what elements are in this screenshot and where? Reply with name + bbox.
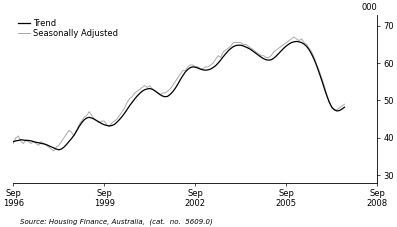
Text: Source: Housing Finance, Australia,  (cat.  no.  5609.0): Source: Housing Finance, Australia, (cat… [20, 218, 213, 225]
Text: 000: 000 [362, 3, 377, 12]
Legend: Trend, Seasonally Adjusted: Trend, Seasonally Adjusted [17, 19, 118, 38]
